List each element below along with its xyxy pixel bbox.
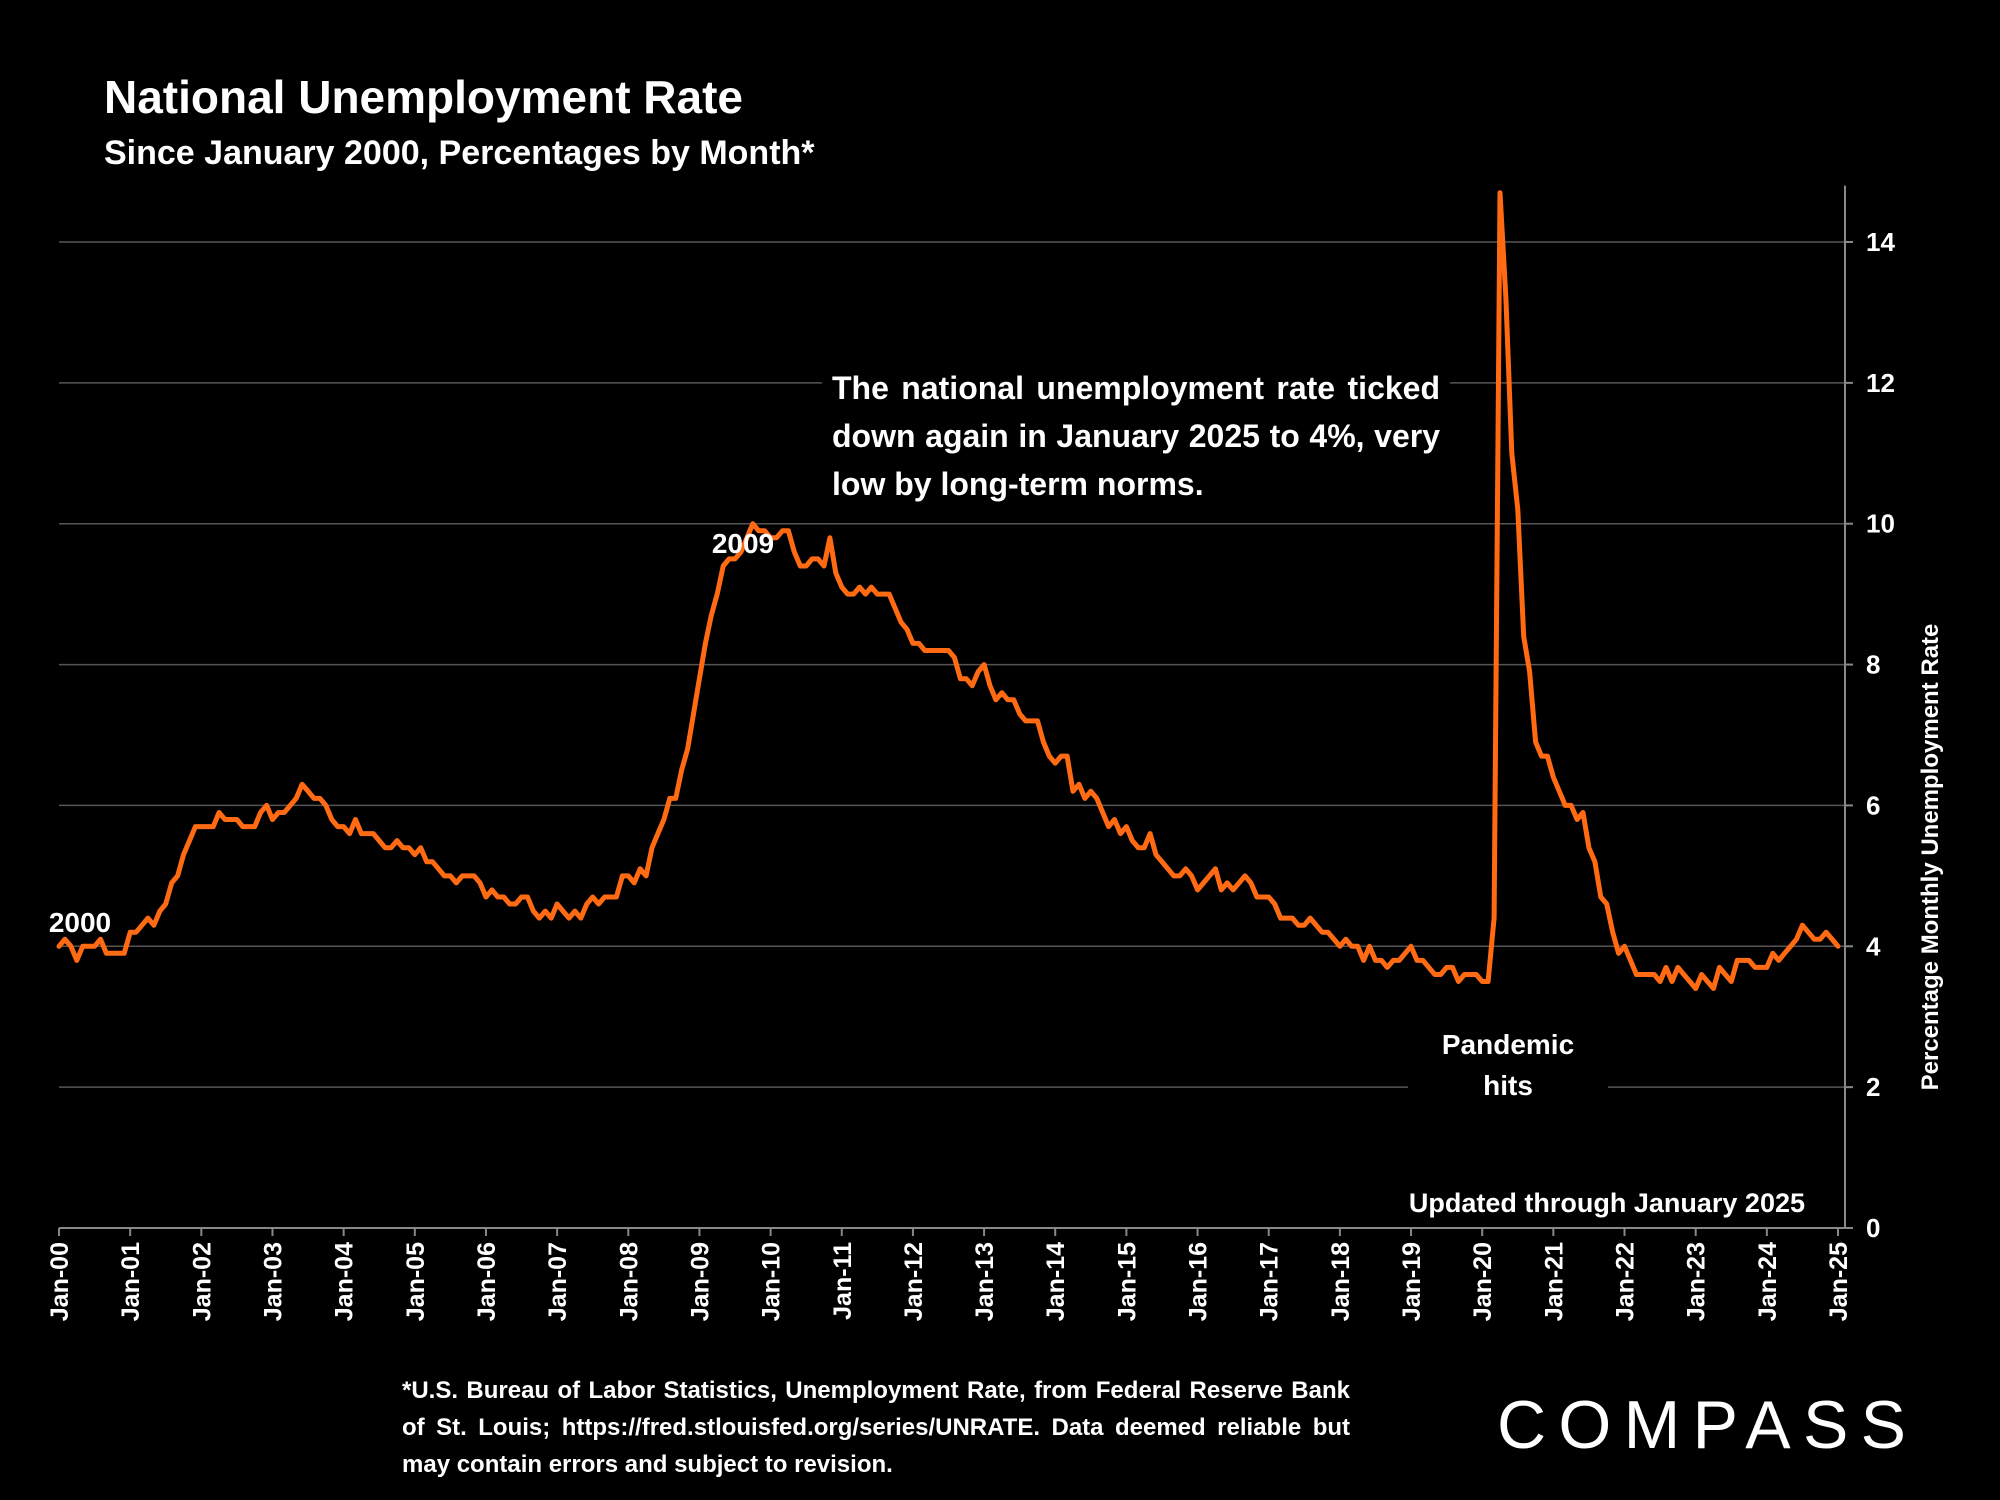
y-tick-label: 14 [1866, 227, 1895, 257]
x-tick-label: Jan-21 [1540, 1242, 1568, 1321]
chart-subtitle: Since January 2000, Percentages by Month… [104, 134, 815, 172]
pandemic-label-line: Pandemic [1442, 1029, 1574, 1060]
annotation-2000: 2000 [49, 907, 111, 938]
x-tick-label: Jan-06 [473, 1242, 501, 1321]
series-line [56, 190, 1841, 991]
y-tick-label: 2 [1866, 1072, 1880, 1102]
annotation-pandemic: Pandemic hits [1442, 1029, 1574, 1101]
x-tick-label: Jan-14 [1042, 1242, 1070, 1321]
y-tick-label: 6 [1866, 790, 1880, 820]
x-tick-label: Jan-01 [117, 1242, 145, 1321]
y-axis-label: Percentage Monthly Unemployment Rate [1917, 624, 1944, 1091]
gridlines [59, 241, 1845, 1088]
x-tick-label: Jan-05 [402, 1242, 430, 1321]
x-tick-label: Jan-13 [971, 1242, 999, 1321]
chart-title: National Unemployment Rate [104, 71, 743, 123]
x-tick-label: Jan-18 [1327, 1242, 1355, 1321]
x-tick-label: Jan-17 [1256, 1242, 1284, 1321]
x-tick-label: Jan-20 [1469, 1242, 1497, 1321]
compass-wordmark: COMPASS [1497, 1387, 1915, 1462]
x-tick-label: Jan-09 [686, 1242, 714, 1321]
x-tick-label: Jan-23 [1683, 1242, 1711, 1321]
x-tick-label: Jan-24 [1754, 1242, 1782, 1321]
x-tick-label: Jan-08 [615, 1242, 643, 1321]
x-tick-label: Jan-07 [544, 1242, 572, 1321]
x-tick-label: Jan-11 [829, 1242, 857, 1320]
x-axis: Jan-00 Jan-01 Jan-02 Jan-03 Jan-04 Jan-05 Jan-… [46, 1227, 1853, 1321]
pandemic-label-bg [1408, 1020, 1608, 1120]
x-tick-label: Jan-15 [1113, 1242, 1141, 1321]
source-footnote: *U.S. Bureau of Labor Statistics, Unempl… [402, 1377, 1350, 1478]
updated-note: Updated through January 2025 [1409, 1188, 1805, 1218]
x-tick-label: Jan-04 [331, 1242, 359, 1321]
x-tick-label: Jan-12 [900, 1242, 928, 1321]
x-tick-label: Jan-19 [1398, 1242, 1426, 1321]
y-tick-label: 12 [1866, 368, 1895, 398]
y-axis: 0 2 4 6 8 10 12 14 [1844, 185, 1895, 1243]
pandemic-label-line: hits [1483, 1070, 1533, 1101]
x-tick-label: Jan-03 [259, 1242, 287, 1321]
y-tick-label: 0 [1866, 1213, 1880, 1243]
x-tick-label: Jan-10 [758, 1242, 786, 1321]
x-tick-label: Jan-16 [1185, 1242, 1213, 1321]
x-tick-label: Jan-02 [188, 1242, 216, 1321]
x-tick-label: Jan-22 [1612, 1242, 1640, 1321]
x-tick-label: Jan-25 [1825, 1242, 1853, 1321]
y-tick-label: 4 [1866, 931, 1881, 961]
y-tick-label: 10 [1866, 509, 1895, 539]
annotation-2009: 2009 [712, 528, 774, 559]
annotation-text: The national unemployment rate ticked do… [822, 360, 1450, 512]
compass-logo: COMPASS [1497, 1387, 1915, 1462]
x-tick-label: Jan-00 [46, 1242, 74, 1321]
y-tick-label: 8 [1866, 650, 1880, 680]
